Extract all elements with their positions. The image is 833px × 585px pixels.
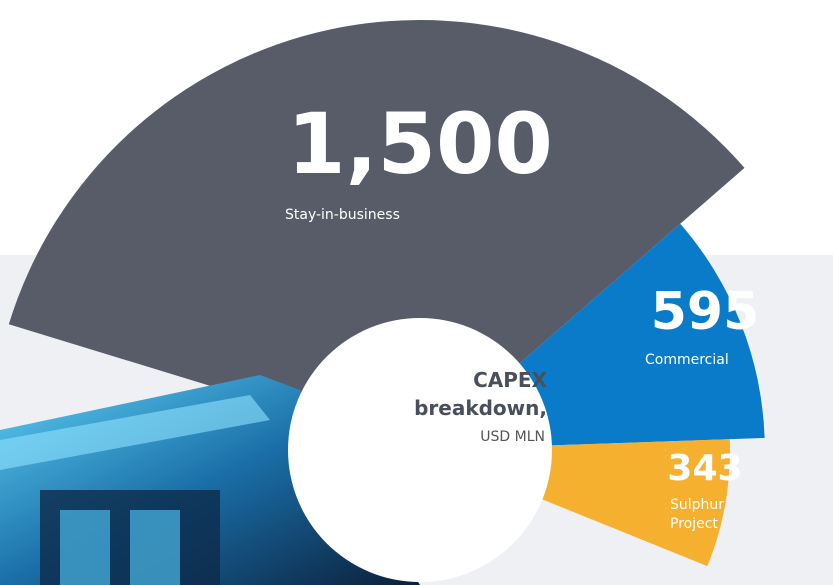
value-label: 1,500 xyxy=(287,95,553,193)
category-label: Sulphur Project xyxy=(670,497,725,532)
value-label: 595 xyxy=(651,282,760,342)
chart-subtitle: USD MLN xyxy=(480,429,545,445)
category-label: Commercial xyxy=(645,352,729,368)
value-label: 343 xyxy=(667,448,742,489)
chart-title: CAPEX breakdown, xyxy=(414,368,547,420)
category-label-box: Sulphur Project xyxy=(670,497,725,532)
category-label: Stay-in-business xyxy=(285,207,400,223)
sector xyxy=(8,19,745,450)
chart-title-box: CAPEX breakdown, xyxy=(414,368,547,420)
center-circle xyxy=(288,318,552,582)
